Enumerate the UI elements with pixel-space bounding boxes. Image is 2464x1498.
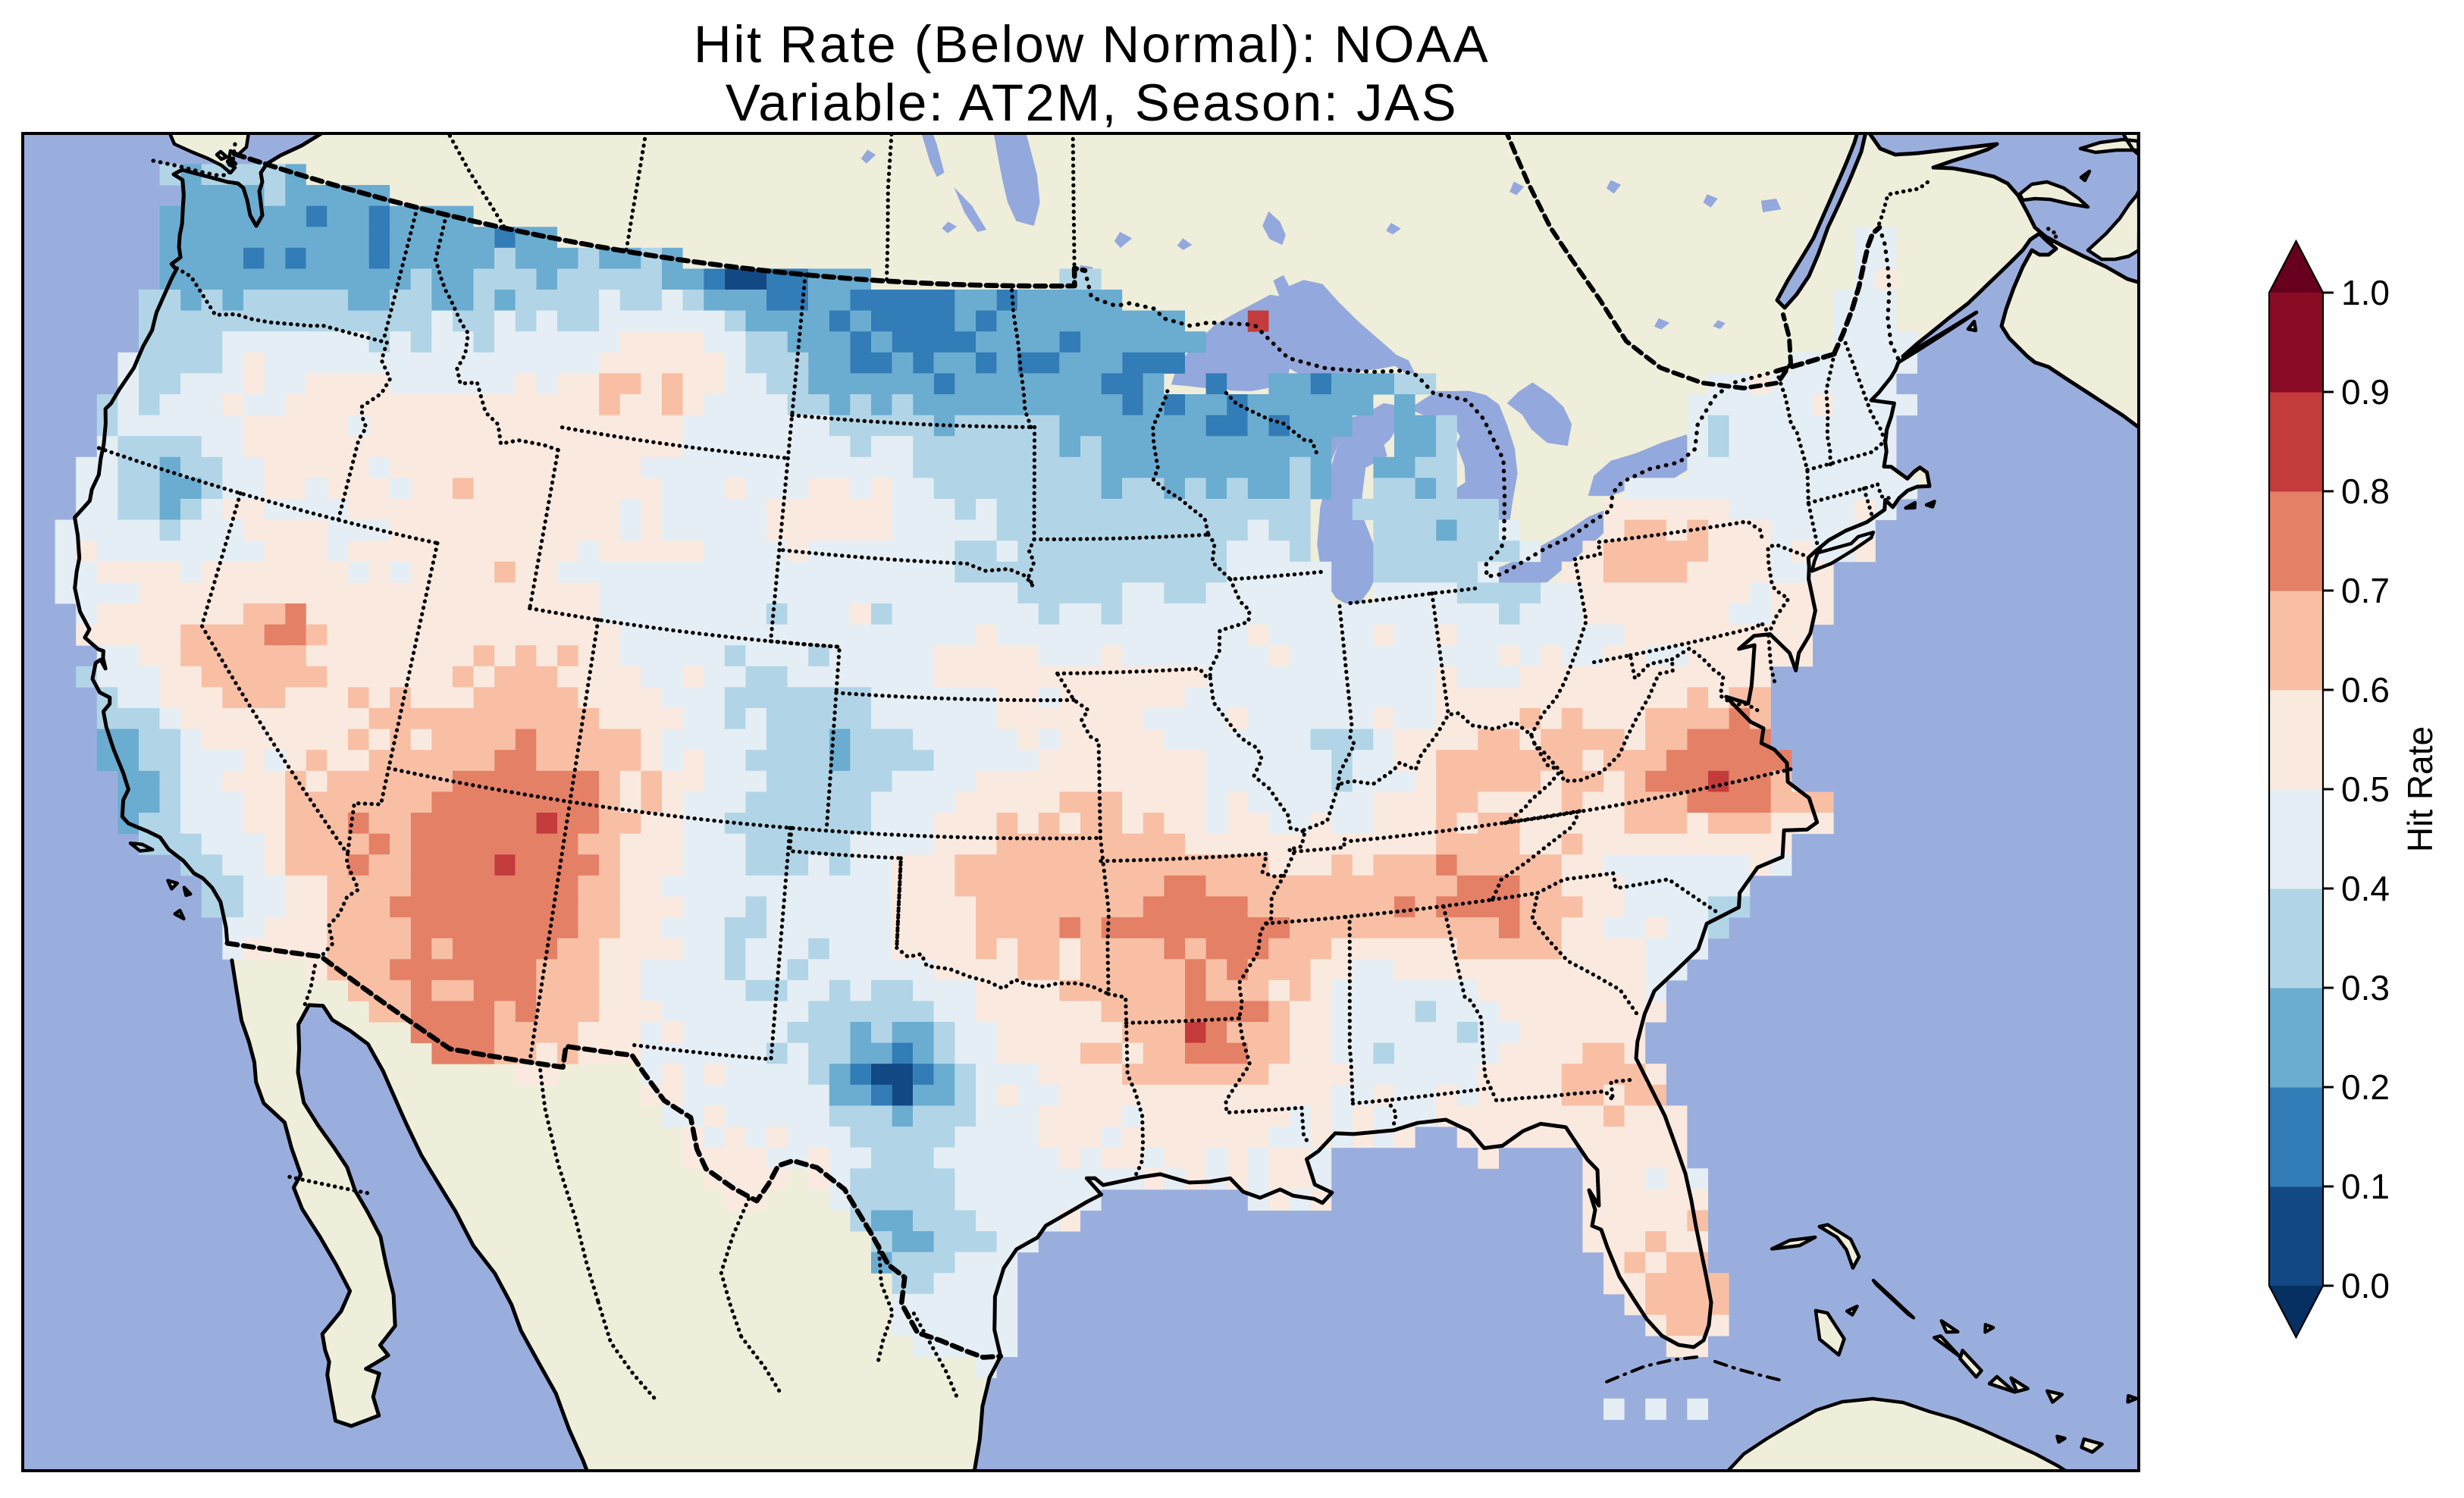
svg-text:1.0: 1.0: [2341, 273, 2390, 312]
svg-text:0.2: 0.2: [2341, 1067, 2390, 1107]
svg-text:Hit Rate: Hit Rate: [2400, 726, 2440, 852]
svg-text:0.3: 0.3: [2341, 968, 2390, 1008]
svg-text:Variable: AT2M, Season: JAS: Variable: AT2M, Season: JAS: [726, 74, 1458, 132]
svg-text:0.7: 0.7: [2341, 571, 2390, 610]
svg-text:0.4: 0.4: [2341, 869, 2390, 908]
svg-text:0.1: 0.1: [2341, 1167, 2390, 1206]
svg-text:0.0: 0.0: [2341, 1266, 2390, 1305]
svg-text:0.9: 0.9: [2341, 372, 2390, 412]
svg-text:Hit Rate (Below Normal): NOAA: Hit Rate (Below Normal): NOAA: [694, 15, 1490, 74]
svg-text:0.5: 0.5: [2341, 769, 2390, 809]
svg-text:0.6: 0.6: [2341, 670, 2390, 710]
svg-text:0.8: 0.8: [2341, 472, 2390, 511]
